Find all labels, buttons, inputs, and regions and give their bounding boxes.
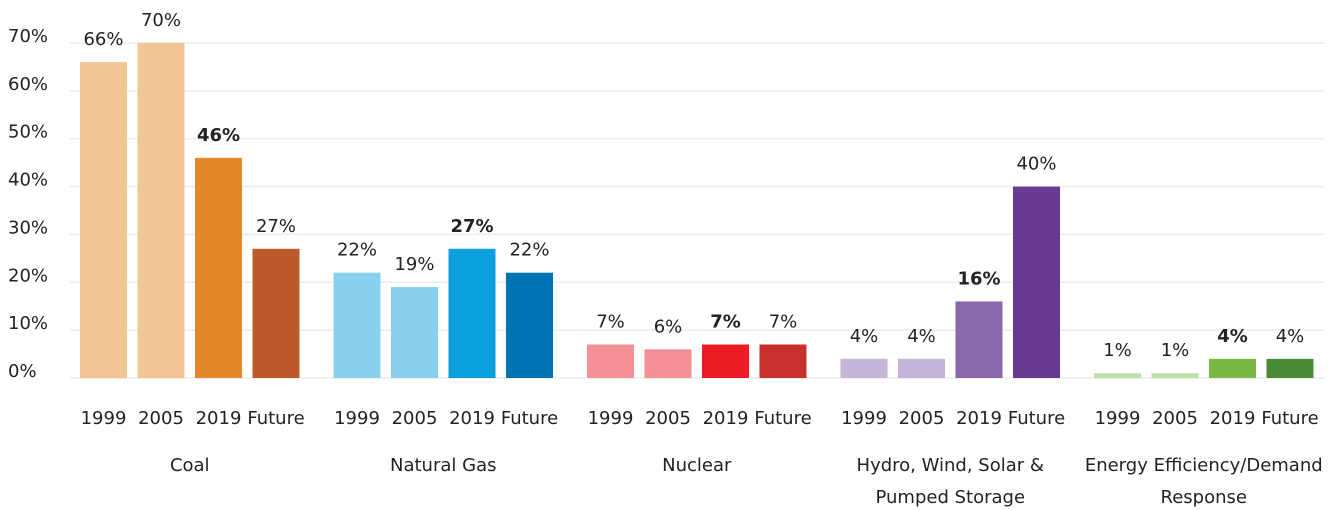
value-label: 7%: [710, 312, 741, 333]
y-tick-label: 0%: [8, 361, 37, 382]
bar: [1151, 373, 1199, 378]
bar: [252, 248, 300, 378]
value-label: 4%: [1276, 326, 1305, 347]
value-label: 4%: [850, 326, 879, 347]
x-sub-label: Future: [1008, 408, 1065, 429]
value-label: 4%: [907, 326, 936, 347]
x-sub-label: 2019: [449, 408, 495, 429]
x-sub-label: 1999: [81, 408, 127, 429]
category-label: Hydro, Wind, Solar & Pumped Storage: [856, 455, 1044, 508]
value-label: 22%: [509, 240, 549, 261]
value-label: 6%: [654, 316, 683, 337]
value-label: 66%: [83, 29, 123, 50]
bar: [137, 43, 185, 378]
x-sub-label: 2005: [392, 408, 438, 429]
value-label: 70%: [141, 10, 181, 31]
bar: [1013, 186, 1060, 378]
x-sub-label: Future: [247, 408, 304, 429]
value-label: 40%: [1016, 154, 1056, 175]
x-sub-label: 1999: [1095, 408, 1141, 429]
y-tick-label: 10%: [8, 313, 48, 334]
bar: [898, 358, 945, 378]
bar: [195, 157, 242, 378]
bar: [80, 62, 127, 379]
x-sub-label: 2005: [899, 408, 945, 429]
bar: [587, 344, 634, 378]
x-sub-label: 2005: [645, 408, 691, 429]
x-sub-label: Future: [1261, 408, 1318, 429]
x-sub-label: 2019: [956, 408, 1002, 429]
y-tick-label: 60%: [8, 74, 48, 95]
x-sub-label: 2005: [138, 408, 184, 429]
value-label: 7%: [596, 312, 625, 333]
y-tick-label: 20%: [8, 265, 48, 286]
category-label: Nuclear: [662, 455, 732, 476]
x-sub-label: 2005: [1152, 408, 1198, 429]
y-tick-label: 70%: [8, 26, 48, 47]
x-sub-label: 2019: [703, 408, 749, 429]
bar: [1209, 358, 1256, 378]
bar: [448, 248, 496, 378]
bar: [506, 272, 553, 378]
category-label: Energy Efficiency/Demand Response: [1084, 455, 1323, 508]
bar: [1094, 373, 1141, 378]
bar: [955, 301, 1003, 378]
x-sub-label: 1999: [841, 408, 887, 429]
value-label: 19%: [394, 254, 434, 275]
x-sub-label: Future: [501, 408, 558, 429]
bar: [1266, 358, 1314, 378]
value-label: 46%: [197, 125, 240, 146]
value-label: 27%: [256, 216, 296, 237]
bar: [333, 272, 381, 378]
bar: [759, 344, 807, 378]
category-label: Coal: [169, 455, 210, 476]
y-tick-label: 30%: [8, 217, 48, 238]
y-tick-label: 40%: [8, 170, 48, 191]
bar: [702, 344, 749, 378]
x-sub-label: 1999: [588, 408, 634, 429]
value-label: 1%: [1161, 340, 1190, 361]
value-label: 7%: [769, 312, 798, 333]
value-label: 27%: [450, 216, 493, 237]
bar: [644, 349, 692, 378]
x-sub-label: 1999: [334, 408, 380, 429]
value-label: 22%: [337, 240, 377, 261]
bar: [840, 358, 888, 378]
value-label: 1%: [1103, 340, 1132, 361]
value-label: 16%: [957, 268, 1000, 289]
bar: [391, 287, 438, 378]
value-label: 4%: [1217, 326, 1248, 347]
x-sub-label: 2019: [196, 408, 242, 429]
x-sub-label: 2019: [1210, 408, 1256, 429]
y-tick-label: 50%: [8, 122, 48, 143]
category-label: Natural Gas: [390, 455, 497, 476]
x-sub-label: Future: [754, 408, 811, 429]
